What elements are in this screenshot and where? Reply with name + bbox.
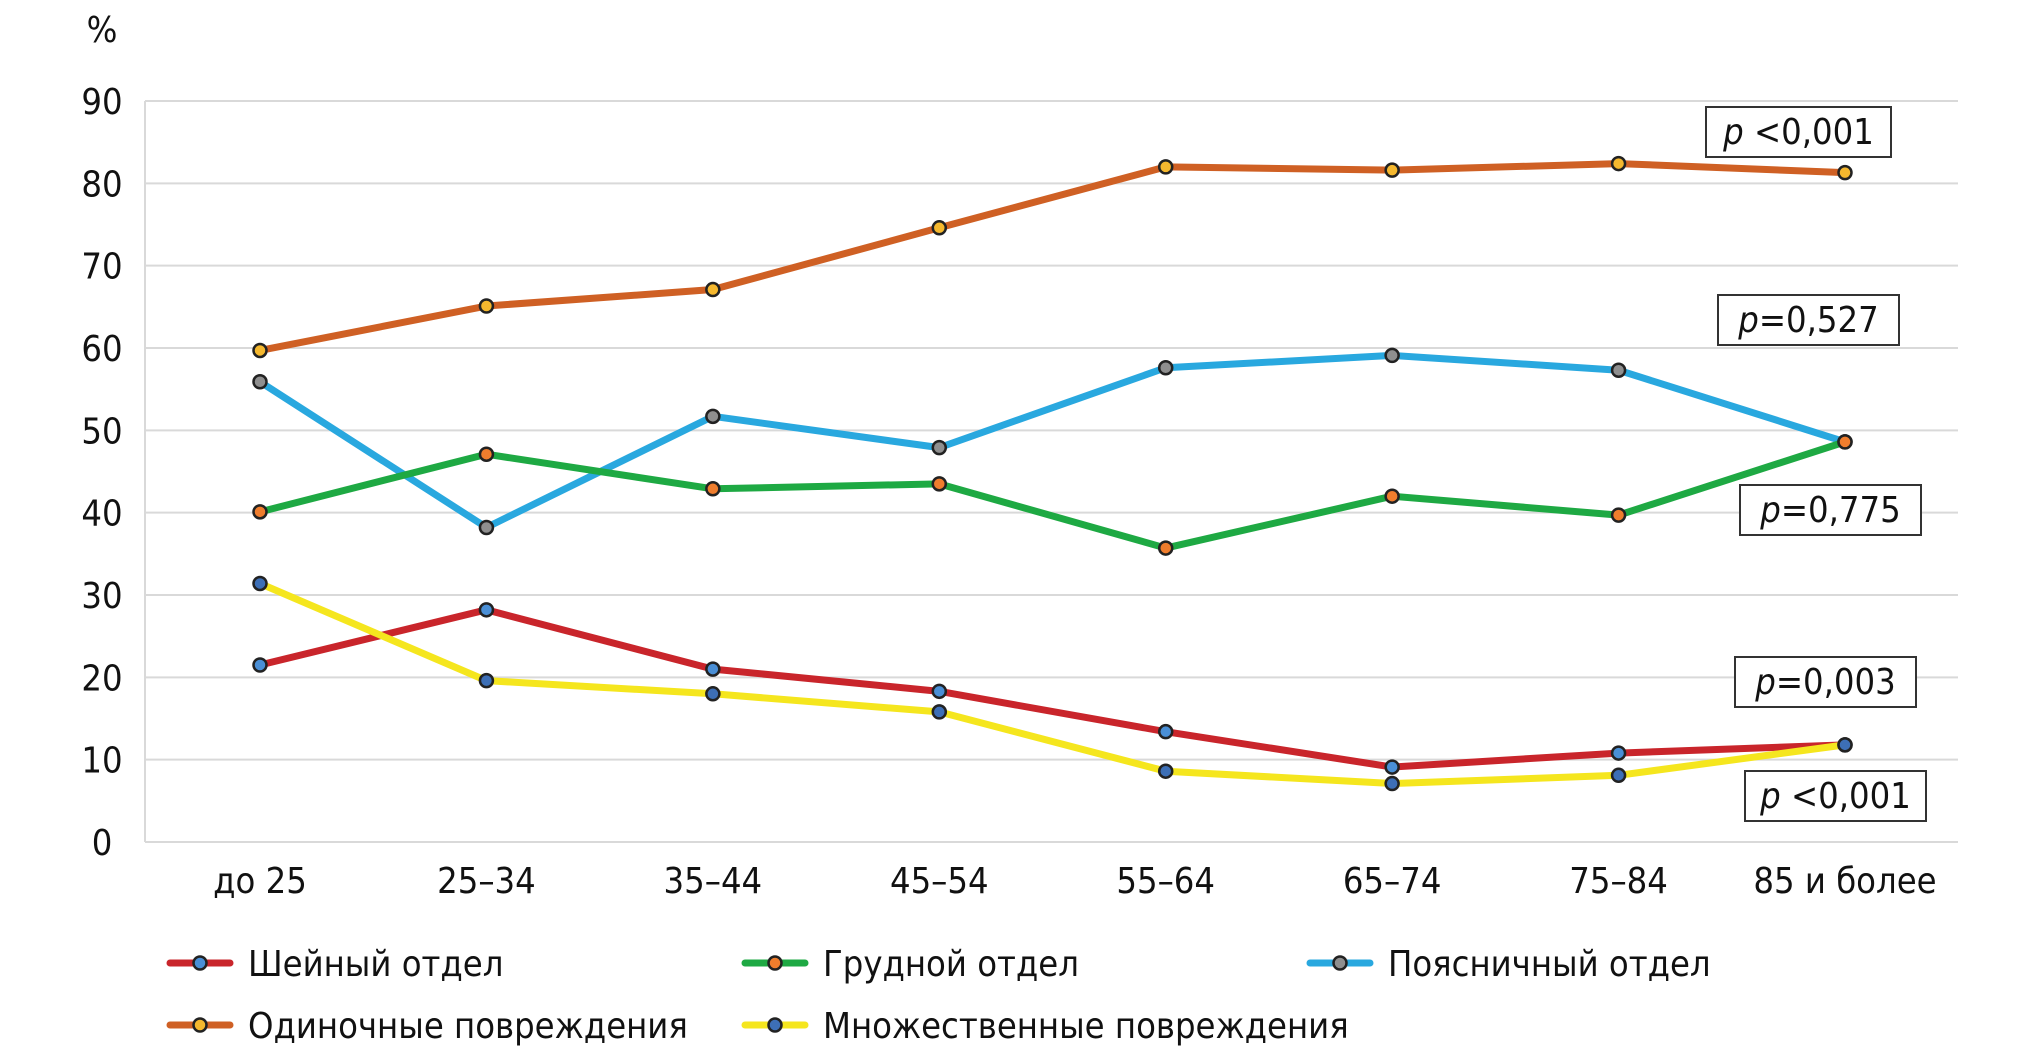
series-line-1 [256, 606, 1849, 771]
legend-label: Грудной отдел [823, 944, 1079, 985]
data-point [478, 298, 495, 314]
y-tick-label-20: 20 [81, 658, 122, 699]
data-point [1610, 155, 1627, 172]
series-line-3 [256, 351, 1849, 531]
legend-label: Поясничный отдел [1388, 944, 1711, 985]
legend-label: Одиночные повреждения [248, 1006, 688, 1047]
data-point [1837, 737, 1853, 753]
series-lines [252, 155, 1853, 792]
p-value-box [1734, 656, 1917, 708]
data-point [931, 220, 948, 236]
legend-item: Одиночные повреждения [166, 1006, 688, 1047]
data-point [1157, 159, 1174, 175]
series-line-4 [256, 160, 1849, 354]
data-point [1610, 362, 1627, 378]
data-point [478, 519, 495, 536]
p-value-annotation: p=0,775 [1739, 484, 1922, 536]
data-point [705, 281, 721, 298]
data-point [478, 672, 495, 689]
x-tick-label: 75–84 [1569, 861, 1668, 902]
data-point [931, 439, 948, 456]
data-point [1157, 763, 1174, 779]
x-tick-label: 55–64 [1116, 861, 1215, 902]
data-point [1384, 488, 1400, 504]
y-tick-label-60: 60 [81, 329, 122, 370]
x-tick-label: 85 и более [1753, 861, 1936, 902]
y-tick-label-70: 70 [81, 247, 122, 288]
series-line-2 [256, 438, 1849, 552]
data-point [252, 342, 268, 359]
y-tick-label-0: 0 [92, 823, 113, 864]
data-point [931, 704, 948, 720]
series-line-5 [256, 579, 1849, 788]
y-axis-unit-label: % [87, 10, 118, 51]
y-tick-label-40: 40 [81, 494, 122, 535]
p-value-box [1717, 294, 1900, 346]
p-value-annotation: p=0,003 [1734, 656, 1917, 708]
data-point [478, 602, 495, 618]
legend-swatch-marker [192, 955, 208, 971]
data-point [1384, 759, 1400, 775]
data-point [1610, 767, 1627, 784]
x-axis: до 25 25–34 35–44 45–54 55–64 65–74 75–84 85 и … [213, 861, 1936, 902]
legend-item: Грудной отдел [741, 944, 1079, 985]
p-value-label: p=0,003 [1754, 662, 1895, 703]
p-value-annotation: p <0,001 [1744, 770, 1927, 822]
legend-swatch-marker [767, 955, 783, 971]
data-point [1610, 745, 1627, 761]
x-tick-label: 65–74 [1343, 861, 1442, 902]
p-value-annotation: p <0,001 [1705, 106, 1892, 158]
data-point [705, 481, 721, 497]
p-value-box [1705, 106, 1892, 158]
data-point [1610, 507, 1627, 523]
p-value-box [1744, 770, 1927, 822]
data-point [705, 661, 721, 677]
y-axis: % 0 10 20 30 40 50 60 70 80 90 [81, 10, 122, 864]
data-point [252, 575, 268, 592]
data-point [1837, 434, 1853, 450]
p-value-label: p <0,001 [1759, 776, 1911, 817]
p-value-label: p=0,775 [1759, 490, 1900, 531]
data-point [1384, 347, 1400, 364]
y-tick-label-50: 50 [81, 411, 122, 452]
y-tick-label-80: 80 [81, 164, 122, 205]
p-value-annotations: p <0,001 p=0,527 p=0,775 p=0,003 p <0,001 [1705, 106, 1927, 822]
data-point [931, 476, 948, 492]
data-point [931, 683, 948, 700]
legend-item: Множественные повреждения [741, 1006, 1349, 1047]
data-point [1384, 775, 1400, 792]
data-point [1157, 360, 1174, 376]
data-point [1837, 164, 1853, 181]
x-tick-label: 25–34 [437, 861, 536, 902]
y-tick-label-90: 90 [81, 82, 122, 123]
data-point [252, 657, 268, 673]
legend-swatch-marker [767, 1017, 783, 1033]
x-tick-label: до 25 [213, 861, 307, 902]
data-point [1157, 540, 1174, 556]
legend-label: Множественные повреждения [823, 1006, 1349, 1047]
p-value-label: p=0,527 [1737, 300, 1878, 341]
legend-swatch-marker [1332, 955, 1348, 971]
y-tick-label-30: 30 [81, 576, 122, 617]
y-tick-label-10: 10 [81, 741, 122, 782]
x-tick-label: 35–44 [664, 861, 763, 902]
p-value-label: p <0,001 [1722, 112, 1874, 153]
data-point [1384, 162, 1400, 178]
data-point [252, 374, 268, 390]
data-point [705, 408, 721, 425]
data-point [252, 504, 268, 520]
legend-swatch-marker [192, 1017, 208, 1033]
legend-item: Шейный отдел [166, 944, 503, 985]
data-point [705, 686, 721, 702]
data-point [478, 446, 495, 462]
grid [144, 100, 1958, 843]
legend: Шейный отдел Грудной отдел Поясничный отде… [166, 944, 1711, 1047]
data-point [1157, 723, 1174, 740]
legend-label: Шейный отдел [248, 944, 503, 985]
p-value-annotation: p=0,527 [1717, 294, 1900, 346]
legend-item: Поясничный отдел [1306, 944, 1711, 985]
p-value-box [1739, 484, 1922, 536]
x-tick-label: 45–54 [890, 861, 989, 902]
